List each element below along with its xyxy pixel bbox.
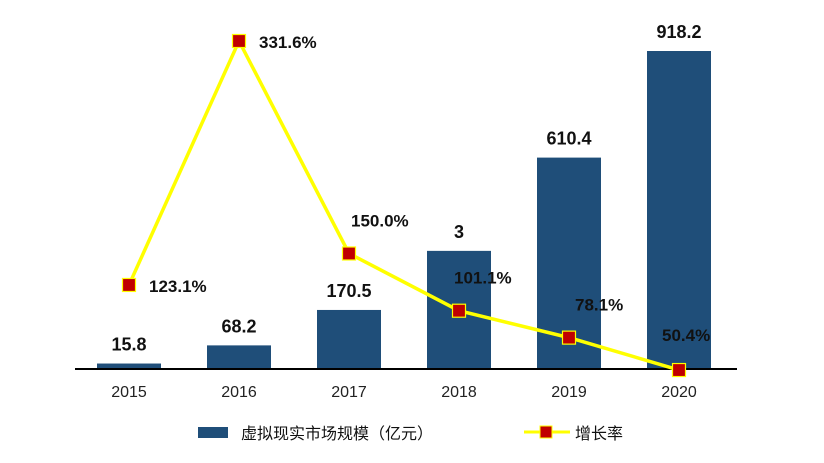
legend: 虚拟现实市场规模（亿元） 增长率 [198, 424, 623, 443]
legend-bar-label: 虚拟现实市场规模（亿元） [241, 424, 433, 443]
x-tick-label: 2020 [661, 384, 697, 401]
pct-labels-layer: 123.1% 331.6% 150.0% 101.1% 78.1% 50.4% [149, 33, 710, 345]
bar [97, 363, 161, 369]
bar-value-label: 15.8 [111, 335, 146, 355]
bar-labels-layer: 15.8 68.2 170.5 3 610.4 918.2 [111, 22, 701, 355]
bar [207, 345, 271, 369]
legend-line-marker [539, 425, 553, 439]
growth-rate-line [127, 36, 680, 372]
bar [317, 309, 381, 369]
bar-value-label: 918.2 [656, 22, 701, 42]
line-layer [121, 33, 687, 378]
x-tick-label: 2018 [441, 384, 477, 401]
growth-rate-marker [341, 246, 357, 261]
growth-rate-label: 50.4% [662, 326, 710, 345]
growth-rate-marker [231, 33, 247, 49]
x-tick-label: 2017 [331, 384, 367, 401]
growth-rate-marker [561, 330, 577, 345]
bars-layer [97, 51, 711, 369]
growth-rate-label: 331.6% [259, 33, 317, 52]
x-tick-label: 2016 [221, 384, 257, 401]
legend-line-label: 增长率 [575, 424, 623, 443]
ticks-layer: 2015 2016 2017 2018 2019 2020 [111, 384, 697, 401]
growth-rate-label: 101.1% [454, 269, 512, 288]
bar-value-label: 68.2 [221, 316, 256, 336]
x-tick-label: 2019 [551, 384, 587, 401]
legend-bar-swatch [198, 427, 228, 438]
x-tick-label: 2015 [111, 384, 147, 401]
bar-value-label: 610.4 [546, 129, 591, 149]
growth-rate-marker [451, 303, 467, 318]
bar-value-label: 170.5 [326, 281, 371, 301]
bar-value-label: 3 [454, 222, 464, 242]
growth-rate-marker [121, 277, 137, 293]
growth-rate-label: 150.0% [351, 211, 409, 230]
bar [647, 51, 711, 369]
growth-rate-label: 78.1% [575, 296, 623, 315]
growth-rate-label: 123.1% [149, 277, 207, 296]
growth-rate-marker [671, 362, 687, 378]
